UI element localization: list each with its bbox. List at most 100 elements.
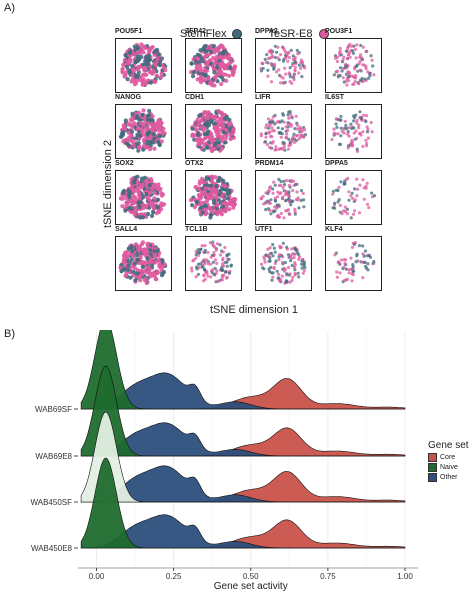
scatter-point xyxy=(296,271,300,275)
scatter-point xyxy=(119,134,124,139)
scatter-point xyxy=(203,44,208,49)
scatter-point xyxy=(128,122,133,127)
scatter-point xyxy=(261,194,265,198)
scatter-point xyxy=(145,256,150,261)
scatter-point xyxy=(283,66,287,70)
scatter-point xyxy=(200,265,204,269)
scatter-point xyxy=(272,62,277,66)
scatter-point xyxy=(272,210,276,214)
scatter-point xyxy=(232,64,237,69)
scatter-point xyxy=(264,135,268,139)
gene-set-legend: Gene set Core Naive Other xyxy=(428,440,469,483)
scatter-point xyxy=(300,259,304,263)
scatter-point xyxy=(277,253,282,257)
scatter-point xyxy=(368,255,372,259)
scatter-point xyxy=(215,242,220,246)
scatter-point xyxy=(271,54,275,59)
scatter-point xyxy=(196,193,202,198)
scatter-point xyxy=(338,46,342,50)
scatter-point xyxy=(219,194,225,199)
scatter-point xyxy=(297,63,301,67)
scatter-point xyxy=(361,178,365,182)
scatter-point xyxy=(123,118,128,123)
scatter-point xyxy=(284,56,288,60)
scatter-point xyxy=(344,267,348,271)
scatter-point xyxy=(351,51,355,55)
scatter-point xyxy=(354,113,358,117)
scatter-point xyxy=(340,212,344,216)
scatter-point xyxy=(282,145,286,149)
scatter-point xyxy=(355,177,359,181)
facet-panel-nanog xyxy=(115,104,172,159)
scatter-point xyxy=(157,262,162,267)
x-tick-label: 0.25 xyxy=(166,572,182,581)
scatter-point xyxy=(218,243,222,247)
scatter-point xyxy=(152,50,157,55)
scatter-point xyxy=(137,260,142,265)
scatter-point xyxy=(285,179,289,183)
panel-a-letter: A) xyxy=(4,2,15,14)
scatter-point xyxy=(365,114,369,118)
facet-scatter-zfp42 xyxy=(189,43,237,88)
scatter-point xyxy=(215,269,219,273)
scatter-point xyxy=(276,276,280,280)
scatter-point xyxy=(289,180,293,184)
scatter-point xyxy=(154,73,159,78)
scatter-point xyxy=(194,256,198,260)
scatter-point xyxy=(293,261,297,265)
scatter-point xyxy=(345,207,349,211)
facet-scatter-lifr xyxy=(259,110,308,152)
scatter-point xyxy=(159,71,164,76)
scatter-point xyxy=(336,75,340,79)
scatter-point xyxy=(293,252,297,256)
scatter-point xyxy=(126,246,131,251)
scatter-point xyxy=(263,260,267,264)
scatter-point xyxy=(200,210,205,215)
scatter-point xyxy=(125,77,130,82)
scatter-point xyxy=(132,52,137,57)
scatter-point xyxy=(275,269,279,273)
scatter-point xyxy=(269,251,273,255)
scatter-point xyxy=(265,53,269,57)
scatter-point xyxy=(344,72,348,76)
legend-naive: Naive xyxy=(428,463,469,472)
scatter-point xyxy=(259,134,263,138)
scatter-point xyxy=(343,66,347,70)
scatter-point xyxy=(273,205,277,209)
scatter-point xyxy=(129,79,134,84)
scatter-point xyxy=(292,132,296,136)
scatter-point xyxy=(152,196,157,201)
scatter-point xyxy=(350,245,355,249)
scatter-point xyxy=(332,73,336,77)
scatter-point xyxy=(282,81,286,85)
scatter-point xyxy=(284,125,288,129)
scatter-point xyxy=(370,58,374,62)
scatter-point xyxy=(281,113,285,117)
scatter-point xyxy=(361,63,365,67)
scatter-point xyxy=(130,206,135,211)
scatter-point xyxy=(145,270,150,275)
scatter-point xyxy=(343,278,347,283)
scatter-point xyxy=(295,133,299,137)
ridge-label: WAB450SF xyxy=(31,498,73,507)
scatter-point xyxy=(146,211,151,217)
scatter-point xyxy=(289,203,293,207)
scatter-point xyxy=(342,209,346,213)
scatter-point xyxy=(302,198,306,202)
facet-scatter-otx2 xyxy=(189,174,238,220)
scatter-point xyxy=(214,73,219,78)
scatter-point xyxy=(273,55,277,60)
scatter-point xyxy=(342,55,346,59)
scatter-point xyxy=(286,122,290,126)
facet-panel-dppa2 xyxy=(255,38,312,93)
scatter-point xyxy=(273,183,277,187)
scatter-point xyxy=(276,195,280,199)
scatter-point xyxy=(351,212,356,216)
scatter-point xyxy=(151,132,156,137)
scatter-point xyxy=(142,139,147,144)
scatter-point xyxy=(290,115,294,119)
scatter-point xyxy=(143,277,148,282)
scatter-point xyxy=(124,200,129,205)
scatter-point xyxy=(189,61,194,66)
scatter-point xyxy=(267,126,271,130)
